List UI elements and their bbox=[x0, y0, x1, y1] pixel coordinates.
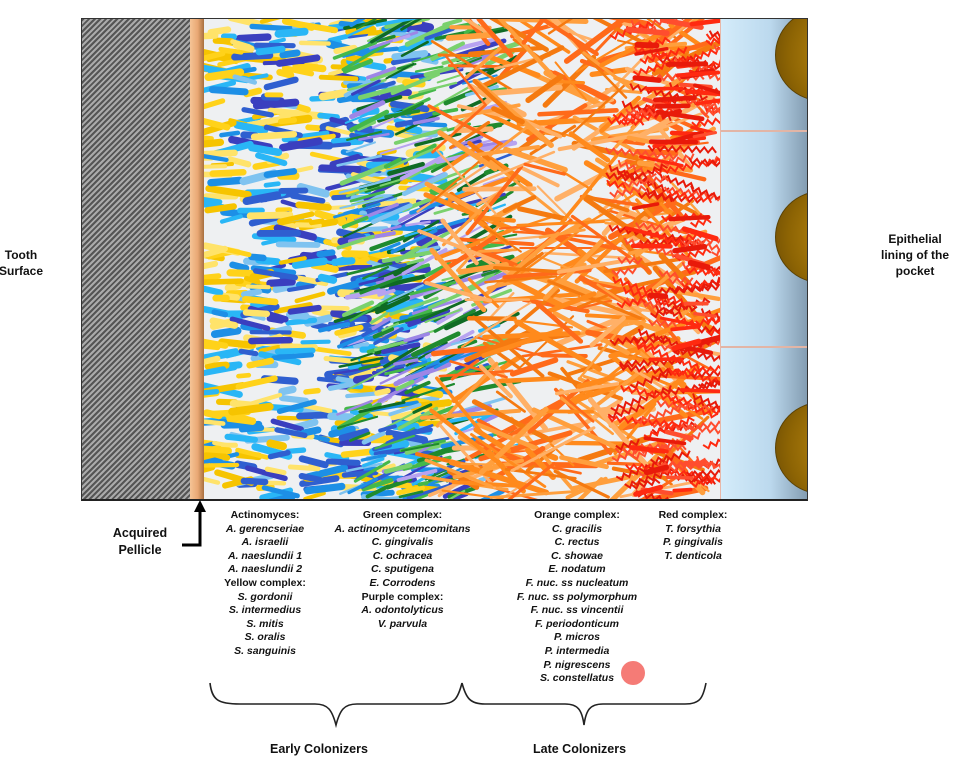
epithelium-region bbox=[720, 19, 807, 499]
species-name: E. Corrodens bbox=[369, 576, 436, 589]
colonizer-grouping-braces bbox=[209, 682, 707, 729]
red-complex-list: Red complex: T. forsythia P. gingivalis T. … bbox=[643, 509, 743, 563]
pellicle-pointer-arrow bbox=[182, 500, 206, 547]
complex-header: Purple complex: bbox=[361, 590, 444, 603]
species-name: C. sputigena bbox=[370, 563, 434, 576]
species-name: A. naeslundii 1 bbox=[227, 549, 303, 562]
pellicle-label-line-1: Acquired bbox=[112, 526, 168, 540]
pellicle-label-line-2: Pellicle bbox=[118, 543, 162, 557]
epithelial-cell-nucleus bbox=[775, 402, 807, 494]
actinomyces-yellow-complex-list: Actinomyces: A. gerencseriae A. israelii A.… bbox=[205, 509, 325, 659]
tooth-label-line-1: Tooth bbox=[4, 248, 38, 262]
species-name: T. forsythia bbox=[665, 522, 721, 535]
species-name: A. actinomycetemcomitans bbox=[334, 522, 471, 535]
biofilm-bacteria-layer bbox=[204, 19, 720, 499]
biofilm-diagram bbox=[81, 18, 808, 501]
species-name: C. gracilis bbox=[551, 522, 603, 535]
species-name: P. micros bbox=[554, 631, 600, 644]
acquired-pellicle-layer bbox=[190, 19, 204, 499]
species-name: A. odontolyticus bbox=[361, 604, 444, 617]
species-name: S. sanguinis bbox=[234, 644, 296, 657]
epithelial-lining-label: Epithelial lining of the pocket bbox=[872, 231, 958, 279]
species-name: P. nigrescens bbox=[543, 658, 611, 671]
species-name: F. nuc. ss polymorphum bbox=[516, 590, 638, 603]
species-name: S. intermedius bbox=[228, 604, 302, 617]
species-name: F. nuc. ss nucleatum bbox=[525, 576, 629, 589]
species-name: V. parvula bbox=[377, 617, 428, 630]
acquired-pellicle-label: Acquired Pellicle bbox=[100, 525, 180, 559]
species-name: P. gingivalis bbox=[663, 536, 723, 549]
early-colonizers-brace bbox=[209, 682, 463, 729]
species-name: C. gingivalis bbox=[371, 536, 434, 549]
species-name: A. israelii bbox=[241, 536, 289, 549]
species-name: A. naeslundii 2 bbox=[227, 563, 303, 576]
epithelial-cell-boundary bbox=[721, 346, 807, 348]
species-name: C. rectus bbox=[554, 536, 600, 549]
tooth-label-line-2: Surface bbox=[0, 264, 44, 278]
late-colonizers-brace bbox=[461, 682, 707, 726]
epithelial-cell-nucleus bbox=[775, 191, 807, 283]
epithelial-label-line-3: pocket bbox=[895, 264, 935, 278]
complex-header: Yellow complex: bbox=[224, 576, 306, 589]
epithelial-cell-nucleus bbox=[775, 19, 807, 101]
species-name: C. ochracea bbox=[372, 549, 433, 562]
species-name: T. denticola bbox=[664, 549, 722, 562]
species-name: F. periodonticum bbox=[535, 617, 619, 630]
species-name: S. mitis bbox=[246, 617, 284, 630]
tooth-surface-label: Tooth Surface bbox=[0, 247, 56, 279]
early-colonizers-label: Early Colonizers bbox=[270, 742, 368, 756]
late-colonizers-label: Late Colonizers bbox=[533, 742, 627, 756]
complex-header: Green complex: bbox=[362, 509, 443, 521]
species-name: S. oralis bbox=[244, 631, 286, 644]
complex-header: Orange complex: bbox=[534, 509, 620, 521]
epithelial-label-line-2: lining of the bbox=[881, 248, 949, 262]
complex-header: Red complex: bbox=[658, 509, 728, 521]
species-name: F. nuc. ss vincentii bbox=[530, 604, 624, 617]
species-name: P. intermedia bbox=[544, 644, 610, 657]
orange-complex-list: Orange complex: C. gracilis C. rectus C. sh… bbox=[497, 509, 657, 686]
epithelial-label-line-1: Epithelial bbox=[888, 232, 942, 246]
cursor-highlight-dot bbox=[621, 661, 645, 685]
species-name: S. constellatus bbox=[539, 672, 615, 685]
species-name: A. gerencseriae bbox=[225, 522, 305, 535]
species-name: C. showae bbox=[551, 549, 603, 562]
green-purple-complex-list: Green complex: A. actinomycetemcomitans C.… bbox=[325, 509, 480, 631]
epithelial-cell-boundary bbox=[721, 130, 807, 132]
species-name: E. nodatum bbox=[548, 563, 606, 576]
tooth-surface-region bbox=[82, 19, 191, 499]
complex-header: Actinomyces: bbox=[230, 509, 300, 521]
species-name: S. gordonii bbox=[237, 590, 293, 603]
